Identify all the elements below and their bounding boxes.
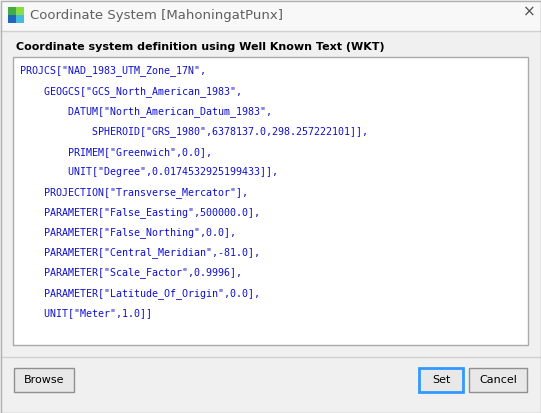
FancyBboxPatch shape <box>419 368 463 392</box>
Text: Cancel: Cancel <box>479 375 517 385</box>
FancyBboxPatch shape <box>1 31 540 412</box>
Text: Browse: Browse <box>24 375 64 385</box>
Text: PARAMETER["False_Northing",0.0],: PARAMETER["False_Northing",0.0], <box>20 227 236 238</box>
Text: UNIT["Degree",0.0174532925199433]],: UNIT["Degree",0.0174532925199433]], <box>20 167 278 177</box>
Text: Coordinate system definition using Well Known Text (WKT): Coordinate system definition using Well … <box>16 42 385 52</box>
FancyBboxPatch shape <box>8 7 16 15</box>
FancyBboxPatch shape <box>16 15 24 23</box>
Text: Set: Set <box>432 375 450 385</box>
Text: SPHEROID["GRS_1980",6378137.0,298.257222101]],: SPHEROID["GRS_1980",6378137.0,298.257222… <box>20 126 368 137</box>
Text: DATUM["North_American_Datum_1983",: DATUM["North_American_Datum_1983", <box>20 106 272 117</box>
Text: PARAMETER["Central_Meridian",-81.0],: PARAMETER["Central_Meridian",-81.0], <box>20 247 260 258</box>
Text: GEOGCS["GCS_North_American_1983",: GEOGCS["GCS_North_American_1983", <box>20 86 242 97</box>
FancyBboxPatch shape <box>469 368 527 392</box>
Text: PARAMETER["Latitude_Of_Origin",0.0],: PARAMETER["Latitude_Of_Origin",0.0], <box>20 288 260 299</box>
FancyBboxPatch shape <box>1 1 540 31</box>
FancyBboxPatch shape <box>14 368 74 392</box>
FancyBboxPatch shape <box>13 57 528 345</box>
FancyBboxPatch shape <box>8 15 16 23</box>
Text: PROJCS["NAD_1983_UTM_Zone_17N",: PROJCS["NAD_1983_UTM_Zone_17N", <box>20 66 206 76</box>
Text: UNIT["Meter",1.0]]: UNIT["Meter",1.0]] <box>20 309 152 318</box>
Text: PARAMETER["False_Easting",500000.0],: PARAMETER["False_Easting",500000.0], <box>20 207 260 218</box>
Text: ×: × <box>523 5 536 19</box>
FancyBboxPatch shape <box>16 7 24 15</box>
Text: PARAMETER["Scale_Factor",0.9996],: PARAMETER["Scale_Factor",0.9996], <box>20 268 242 278</box>
Text: Coordinate System [MahoningatPunx]: Coordinate System [MahoningatPunx] <box>30 9 283 21</box>
Text: PRIMEM["Greenwich",0.0],: PRIMEM["Greenwich",0.0], <box>20 147 212 157</box>
Text: PROJECTION["Transverse_Mercator"],: PROJECTION["Transverse_Mercator"], <box>20 187 248 198</box>
